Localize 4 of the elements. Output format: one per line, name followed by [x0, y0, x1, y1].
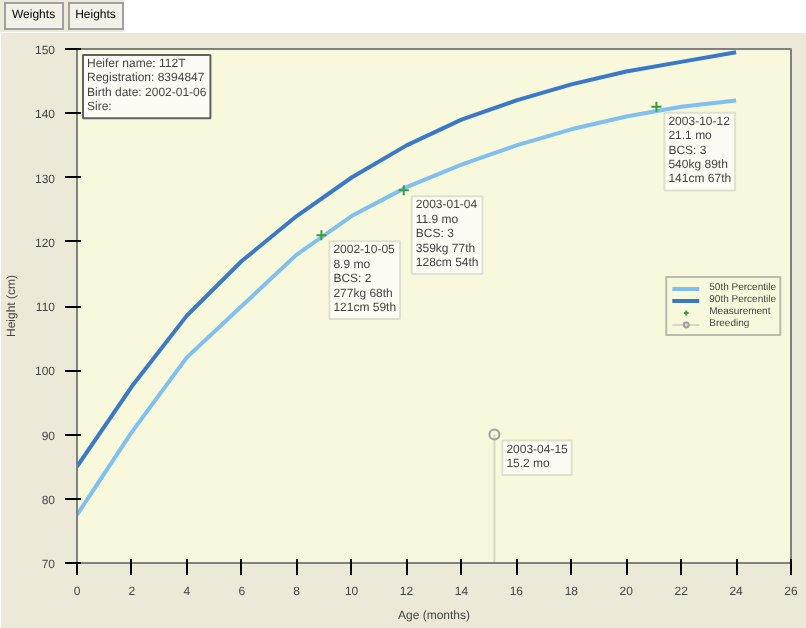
point [650, 100, 663, 113]
point [397, 184, 410, 197]
point [315, 229, 328, 242]
point [488, 428, 501, 441]
